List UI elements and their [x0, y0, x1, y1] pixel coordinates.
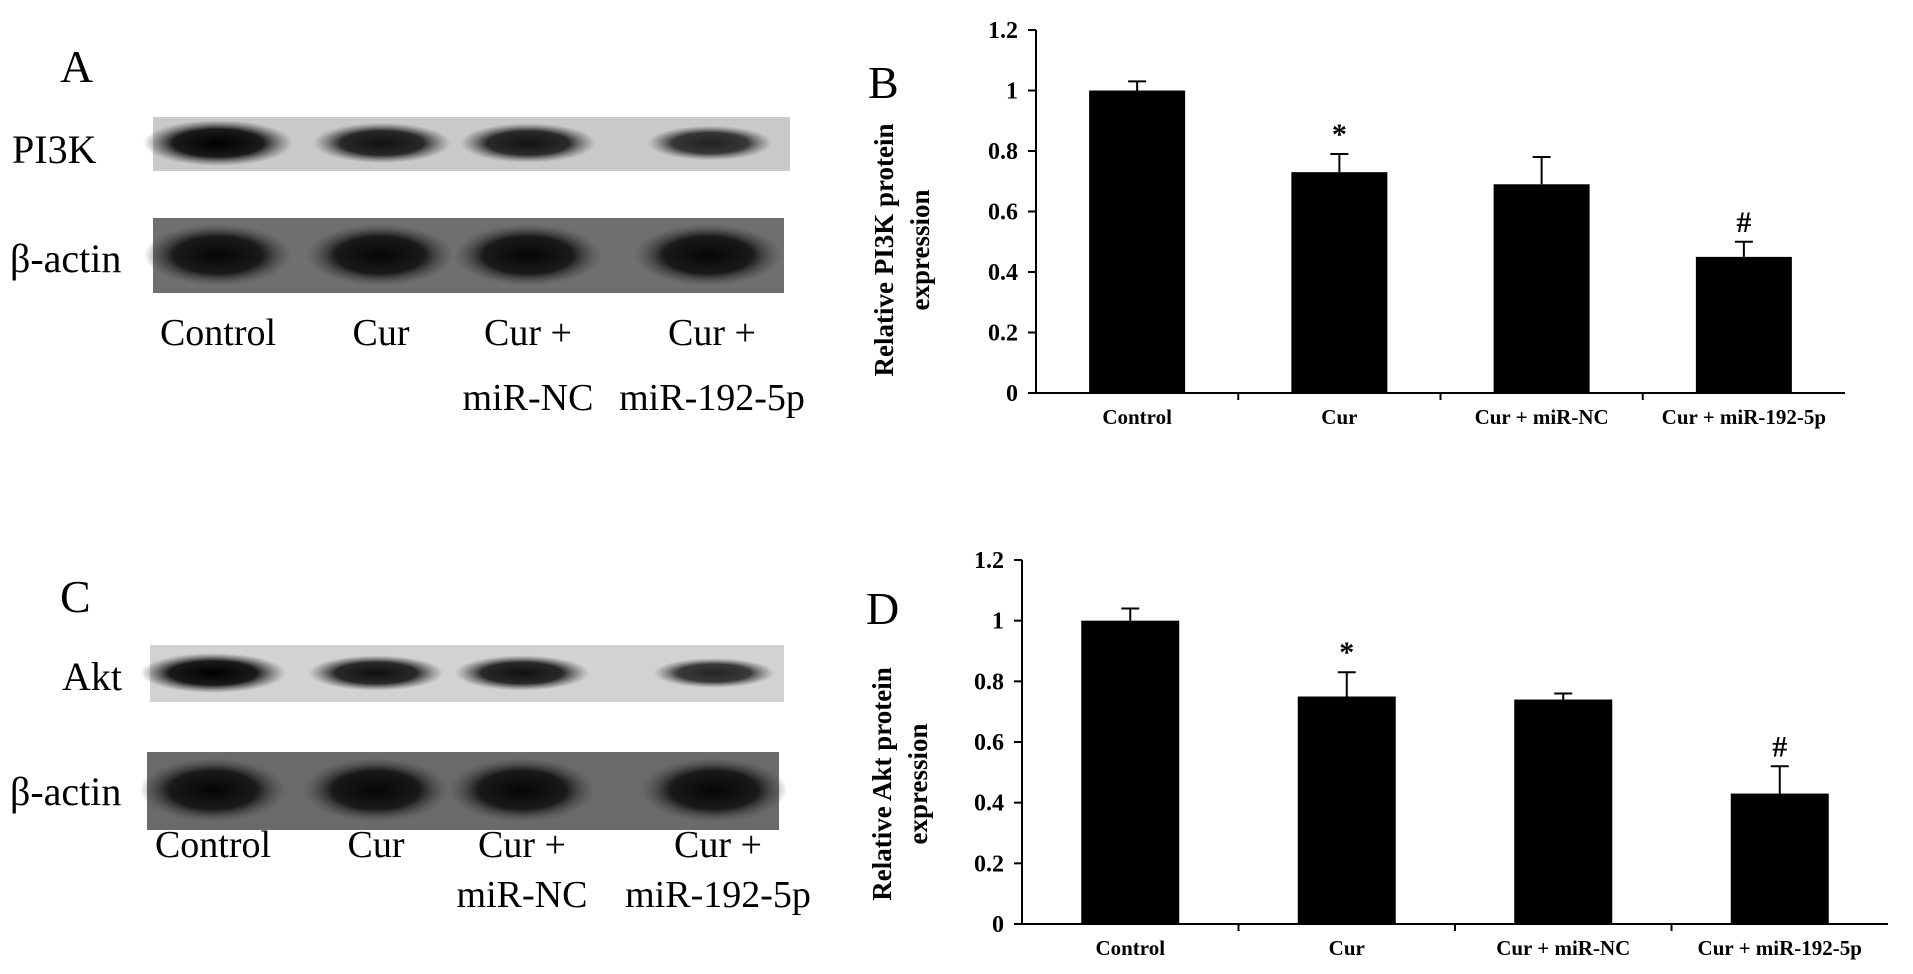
significance-mark: *: [1332, 118, 1347, 151]
significance-marks: *#: [1332, 118, 1752, 239]
protein-band: [647, 125, 773, 161]
y-axis-label: expression: [903, 723, 933, 844]
y-tick-label: 1.2: [974, 548, 1004, 574]
western-blot-akt: Akt β-actin Control Cur Cur + miR-NC Cur…: [10, 645, 811, 916]
y-tick-label: 0.2: [988, 321, 1018, 347]
y-tick-label: 1: [1006, 79, 1018, 105]
actin-band: [306, 224, 454, 286]
significance-mark: #: [1736, 206, 1751, 239]
bar: [1291, 172, 1388, 393]
bars: [1081, 620, 1829, 924]
lane-label: miR-192-5p: [625, 874, 811, 916]
y-tick-label: 0: [992, 912, 1004, 938]
bar: [1514, 699, 1613, 924]
y-tick-label: 0.4: [988, 260, 1018, 286]
lane-label: Cur +: [478, 824, 566, 866]
x-tick-label: Cur: [1329, 936, 1365, 960]
x-tick-labels: Control Cur Cur + miR-NC Cur + miR-192-5p: [1102, 405, 1826, 429]
lane-label: Cur +: [484, 312, 572, 354]
lane-label: Control: [155, 824, 271, 866]
actin-band: [140, 758, 286, 822]
significance-mark: #: [1772, 730, 1787, 763]
protein-band: [140, 653, 286, 693]
lane-label: Control: [160, 312, 276, 354]
lane-label: miR-192-5p: [619, 377, 805, 419]
error-bars: [1128, 80, 1753, 257]
significance-marks: *#: [1339, 636, 1787, 763]
bar: [1730, 793, 1829, 924]
protein-band: [143, 120, 293, 166]
y-tick-label: 0.6: [974, 730, 1004, 756]
lane-label: Cur +: [674, 824, 762, 866]
bar: [1089, 90, 1186, 393]
y-tick-label: 1: [992, 609, 1004, 635]
bar: [1081, 620, 1180, 924]
y-tick-label: 0: [1006, 381, 1018, 407]
lane-label: miR-NC: [457, 874, 588, 916]
lane-label: Cur +: [668, 312, 756, 354]
blot-control-label: β-actin: [10, 769, 121, 814]
y-tick-label: 0.2: [974, 851, 1004, 877]
bar: [1297, 696, 1396, 924]
bars: [1089, 90, 1792, 393]
protein-band: [454, 655, 590, 691]
lane-label: Cur: [348, 824, 405, 866]
y-tick-label: 1.2: [988, 18, 1018, 44]
bar: [1493, 184, 1590, 393]
y-tick-label: 0.8: [988, 139, 1018, 165]
y-axis-label: Relative PI3K protein: [869, 124, 899, 377]
x-tick-label: Control: [1102, 405, 1172, 429]
actin-band: [634, 224, 782, 286]
x-tick-labels: Control Cur Cur + miR-NC Cur + miR-192-5p: [1095, 936, 1862, 960]
actin-band: [303, 758, 449, 822]
significance-mark: *: [1339, 636, 1354, 669]
western-blot-pi3k: PI3K β-actin Control Cur Cur + miR-NC Cu…: [10, 117, 805, 419]
x-tick-label: Control: [1095, 936, 1165, 960]
x-tick-label: Cur + miR-NC: [1475, 405, 1609, 429]
panel-letter-d: D: [866, 583, 899, 634]
bar-chart-pi3k: Relative PI3K protein expression 0 0.2 0.4…: [869, 18, 1845, 429]
actin-band: [449, 758, 595, 822]
x-tick-label: Cur + miR-192-5p: [1698, 936, 1862, 960]
protein-bands: [140, 653, 775, 693]
panel-letter-a: A: [60, 41, 93, 92]
actin-band: [144, 224, 292, 286]
actin-band: [641, 758, 787, 822]
y-tick-label: 0.4: [974, 791, 1004, 817]
blot-control-label: β-actin: [10, 236, 121, 281]
y-axis-label: Relative Akt protein: [867, 667, 897, 900]
lane-label: Cur: [353, 312, 410, 354]
bar: [1695, 256, 1792, 393]
protein-band: [313, 122, 451, 164]
blot-protein-label: Akt: [62, 654, 122, 699]
panel-letter-c: C: [60, 571, 91, 622]
y-ticks: 0 0.2 0.4 0.6 0.8 1 1.2: [974, 548, 1022, 938]
protein-band: [308, 655, 444, 691]
actin-band: [454, 224, 602, 286]
protein-band: [459, 123, 597, 163]
y-tick-label: 0.6: [988, 200, 1018, 226]
y-tick-label: 0.8: [974, 669, 1004, 695]
blot-protein-label: PI3K: [12, 127, 97, 172]
x-tick-label: Cur + miR-192-5p: [1662, 405, 1826, 429]
error-bars: [1121, 607, 1789, 794]
lane-label: miR-NC: [463, 377, 594, 419]
x-tick-label: Cur: [1321, 405, 1357, 429]
protein-band: [653, 658, 775, 688]
actin-bands: [140, 758, 787, 822]
y-axis-label: expression: [905, 189, 935, 310]
actin-bands: [144, 224, 782, 286]
x-tick-label: Cur + miR-NC: [1496, 936, 1630, 960]
panel-letter-b: B: [868, 57, 899, 108]
protein-bands: [143, 120, 773, 166]
y-ticks: 0 0.2 0.4 0.6 0.8 1 1.2: [988, 18, 1036, 407]
bar-chart-akt: Relative Akt protein expression 00.20.40…: [867, 548, 1888, 960]
